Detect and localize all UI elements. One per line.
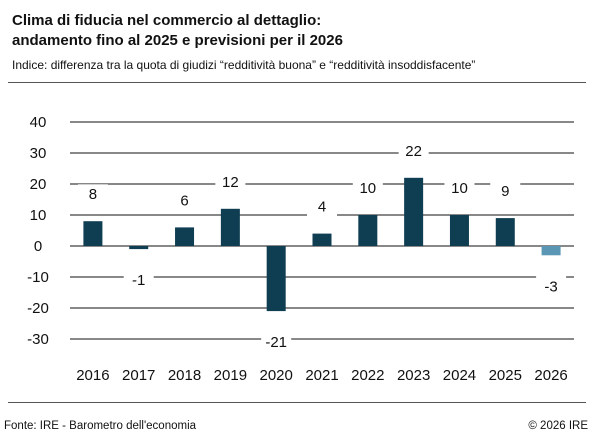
data-label-2019: 12 <box>222 174 239 191</box>
bar-2019 <box>220 208 240 246</box>
bar-2025 <box>495 218 515 246</box>
bottom-divider <box>8 402 586 403</box>
x-tick-label-2025: 2025 <box>489 367 522 384</box>
data-label-background <box>490 181 521 202</box>
data-label-2018: 6 <box>180 192 188 209</box>
y-axis-ticks: 40 30 20 10 0 -10 -20 -30 <box>27 114 49 348</box>
x-tick-label-2016: 2016 <box>76 367 109 384</box>
bar-2022 <box>358 215 378 246</box>
bars <box>83 177 561 312</box>
data-label-background <box>398 140 429 161</box>
data-labels: 8 -1 6 12 -21 4 10 22 10 9 -3 <box>77 140 567 353</box>
y-tick-label: 20 <box>30 176 47 193</box>
bar-2016 <box>83 221 103 246</box>
x-tick-label-2023: 2023 <box>397 367 430 384</box>
bar-2018 <box>175 227 195 246</box>
chart-title: Clima di fiducia nel commercio al dettag… <box>12 11 343 51</box>
y-tick-label: 10 <box>30 207 47 224</box>
chart-subtitle: Indice: differenza tra la quota di giudi… <box>12 58 476 72</box>
copyright-note: © 2026 IRE <box>528 420 588 432</box>
bar-chart: 40 30 20 10 0 -10 -20 -30 8 -1 6 12 -21 4 10 22 10 9 -3 2… <box>27 114 574 384</box>
data-label-background <box>536 276 567 297</box>
data-label-2017: -1 <box>132 272 145 289</box>
data-label-2023: 22 <box>405 143 422 160</box>
data-label-2024: 10 <box>451 180 468 197</box>
x-tick-label-2019: 2019 <box>214 367 247 384</box>
data-label-2025: 9 <box>501 183 509 200</box>
x-tick-label-2021: 2021 <box>305 367 338 384</box>
x-tick-label-2017: 2017 <box>122 367 155 384</box>
data-label-2020: -21 <box>265 334 287 351</box>
bar-2026 <box>541 246 561 256</box>
x-tick-label-2020: 2020 <box>259 367 292 384</box>
y-tick-label: 40 <box>30 114 47 131</box>
x-tick-label-2026: 2026 <box>534 367 567 384</box>
data-label-2021: 4 <box>318 199 326 216</box>
bar-2024 <box>449 215 469 246</box>
bar-2020 <box>266 246 286 312</box>
data-label-2026: -3 <box>544 278 557 295</box>
data-label-background <box>123 270 154 291</box>
data-label-background <box>352 178 383 198</box>
top-divider <box>8 82 586 83</box>
chart-title-line-1: Clima di fiducia nel commercio al dettag… <box>12 12 322 29</box>
bar-2023 <box>404 177 424 246</box>
data-label-background <box>215 171 246 192</box>
data-label-2022: 10 <box>359 180 376 197</box>
data-label-background <box>261 332 292 353</box>
y-tick-label: -20 <box>27 300 49 317</box>
x-axis-ticks: 2016 2017 2018 2019 2020 2021 2022 2023 2024 2025… <box>76 367 568 384</box>
data-label-background <box>77 184 108 205</box>
y-tick-label: 30 <box>30 145 47 162</box>
x-tick-label-2018: 2018 <box>168 367 201 384</box>
data-label-background <box>169 190 200 211</box>
bar-2021 <box>312 233 332 246</box>
data-label-2016: 8 <box>89 186 97 203</box>
bar-2017 <box>129 246 149 250</box>
chart-title-line-2: andamento fino al 2025 e previsioni per … <box>12 32 343 49</box>
data-label-background <box>307 196 337 217</box>
y-tick-label: -30 <box>27 331 49 348</box>
x-tick-label-2022: 2022 <box>351 367 384 384</box>
data-label-background <box>444 178 475 198</box>
x-tick-label-2024: 2024 <box>443 367 476 384</box>
y-tick-label: -10 <box>27 269 49 286</box>
source-note: Fonte: IRE - Barometro dell'economia <box>4 420 197 432</box>
y-tick-label: 0 <box>34 238 42 255</box>
